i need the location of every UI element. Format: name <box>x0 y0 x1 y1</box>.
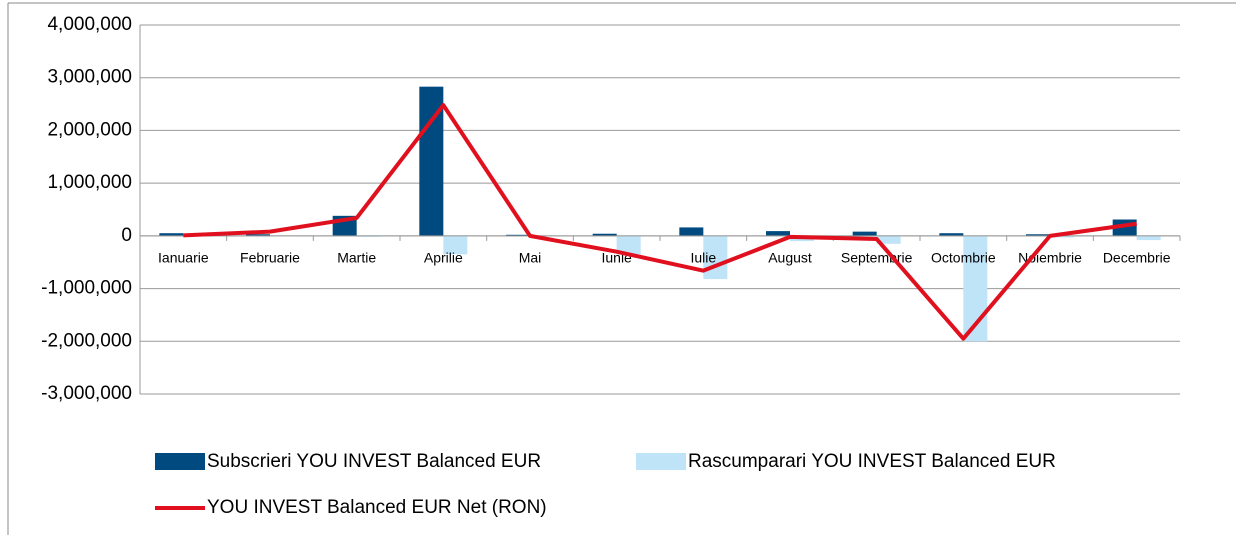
bar <box>356 235 381 237</box>
bar <box>592 233 617 236</box>
legend-swatch <box>155 453 205 470</box>
x-tick-label: Ianuarie <box>158 250 209 266</box>
y-tick-label: -3,000,000 <box>41 383 132 404</box>
y-tick-label: 2,000,000 <box>47 119 132 140</box>
y-tick-label: 1,000,000 <box>47 172 132 193</box>
y-tick-label: 3,000,000 <box>47 67 132 88</box>
x-tick-label: Octombrie <box>931 250 996 266</box>
bar <box>679 227 704 236</box>
y-tick-label: -2,000,000 <box>41 330 132 351</box>
legend-label: Subscrieri YOU INVEST Balanced EUR <box>207 451 541 472</box>
y-tick-label: -1,000,000 <box>41 278 132 299</box>
bar <box>939 233 964 236</box>
legend-label: YOU INVEST Balanced EUR Net (RON) <box>207 497 547 518</box>
bar <box>766 231 790 236</box>
x-tick-label: Mai <box>519 250 542 266</box>
y-tick-label: 4,000,000 <box>47 14 132 35</box>
x-tick-label: Iulie <box>690 250 716 266</box>
bar <box>616 235 641 255</box>
bar <box>1136 235 1161 241</box>
x-tick-label: Septembrie <box>841 250 913 266</box>
x-tick-label: Decembrie <box>1103 250 1171 266</box>
bar <box>852 231 877 236</box>
bar <box>1050 235 1074 238</box>
bar <box>443 235 468 255</box>
bar <box>506 234 530 236</box>
line <box>183 103 1137 341</box>
bar <box>876 235 901 244</box>
x-tick-label: Martie <box>337 250 376 266</box>
legend-label: Rascumparari YOU INVEST Balanced EUR <box>688 451 1056 472</box>
bar <box>246 234 270 236</box>
x-tick-label: Aprilie <box>424 250 463 266</box>
x-tick-label: August <box>768 250 812 266</box>
bar <box>159 233 184 236</box>
bar <box>1026 234 1050 236</box>
bar <box>703 235 728 280</box>
legend-swatch <box>636 453 686 470</box>
x-tick-label: Februarie <box>240 250 300 266</box>
y-tick-label: 0 <box>121 225 132 246</box>
